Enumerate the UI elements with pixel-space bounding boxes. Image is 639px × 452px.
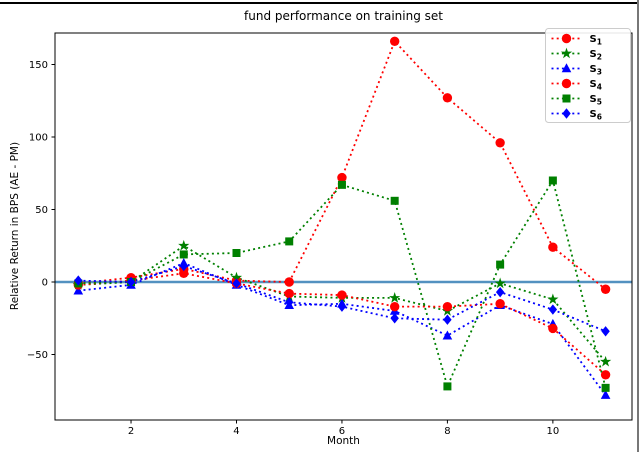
legend-marker-S4 xyxy=(561,78,572,89)
series-S3-point xyxy=(600,389,611,399)
legend-marker-S5 xyxy=(562,94,571,103)
legend-marker-S2 xyxy=(560,47,573,59)
series-S6-point xyxy=(390,313,399,324)
series-S1-point xyxy=(548,242,558,252)
window-top-border xyxy=(0,2,639,4)
y-tick-label: −50 xyxy=(27,350,48,361)
series-S5-point xyxy=(285,237,294,246)
legend-label-S5: S5 xyxy=(590,94,602,107)
chart-title: fund performance on training set xyxy=(244,9,443,23)
x-tick-label: 8 xyxy=(444,426,450,437)
x-tick-label: 6 xyxy=(339,426,345,437)
legend-label-S3: S3 xyxy=(590,64,602,77)
series-S5-point xyxy=(548,176,557,185)
series-S4-point xyxy=(337,290,347,300)
series-S2-point xyxy=(494,277,506,289)
series-S4-point xyxy=(389,301,400,312)
legend-marker-S3 xyxy=(561,63,572,73)
legend-marker-S1 xyxy=(561,33,572,44)
series-S6-point xyxy=(126,276,136,288)
series-S1-point xyxy=(600,284,611,294)
legend-marker-S6 xyxy=(562,108,571,119)
series-S6-point xyxy=(285,297,294,308)
y-tick-label: 0 xyxy=(42,278,48,289)
series-S2-point xyxy=(599,355,612,367)
series-S1-point xyxy=(442,93,453,103)
series-S5-point xyxy=(337,180,346,189)
series-S4-point xyxy=(442,301,453,312)
series-S6-point xyxy=(601,326,610,337)
series-S4-point xyxy=(548,323,558,334)
series-S2-point xyxy=(389,292,401,303)
series-S6-point xyxy=(443,314,452,325)
series-S6-point xyxy=(495,286,505,298)
series-S6-point xyxy=(232,278,241,289)
series-S5-point xyxy=(390,196,399,205)
series-S6-point xyxy=(74,275,83,286)
legend-label-S2: S2 xyxy=(590,49,602,62)
series-S5-point xyxy=(601,383,610,392)
series-S1-line xyxy=(78,39,607,291)
series-S5-point xyxy=(496,260,505,269)
series-S6-point xyxy=(179,260,188,272)
series-S1-point xyxy=(284,277,294,287)
legend-label-S1: S1 xyxy=(590,34,602,47)
plot-border xyxy=(54,32,633,421)
y-axis-label: Relative Return in BPS (AE - PM) xyxy=(9,141,21,311)
legend-label-S4: S4 xyxy=(590,79,602,92)
legend-box xyxy=(545,28,631,123)
series-S5-point xyxy=(179,250,188,259)
window-right-border xyxy=(637,0,639,452)
series-S4-point xyxy=(600,370,611,380)
x-tick-label: 4 xyxy=(233,426,239,437)
series-S3-point xyxy=(442,330,453,340)
series-S4-line xyxy=(78,272,607,376)
series-S5-point xyxy=(443,382,452,391)
series-S5-point xyxy=(232,249,241,257)
x-tick-label: 10 xyxy=(547,426,560,437)
y-tick-label: 50 xyxy=(35,205,48,216)
y-tick-label: 100 xyxy=(29,133,48,144)
series-S3-point xyxy=(73,285,84,295)
legend-label-S6: S6 xyxy=(590,109,602,122)
series-S1-point xyxy=(337,172,347,183)
series-S4-point xyxy=(179,268,189,278)
series-S2-point xyxy=(230,271,243,283)
x-axis-label: Month xyxy=(327,435,360,447)
series-S2-point xyxy=(547,293,559,305)
series-S1-point xyxy=(495,138,505,148)
series-S4-point xyxy=(495,299,505,309)
series-S2-point xyxy=(178,239,190,251)
x-tick-label: 2 xyxy=(128,426,134,437)
y-tick-label: 150 xyxy=(29,60,48,71)
series-S6-point xyxy=(548,304,558,315)
series-S4-point xyxy=(284,288,294,299)
series-S6-point xyxy=(337,301,347,312)
series-S5-line xyxy=(78,178,607,390)
series-S1-point xyxy=(389,36,400,46)
